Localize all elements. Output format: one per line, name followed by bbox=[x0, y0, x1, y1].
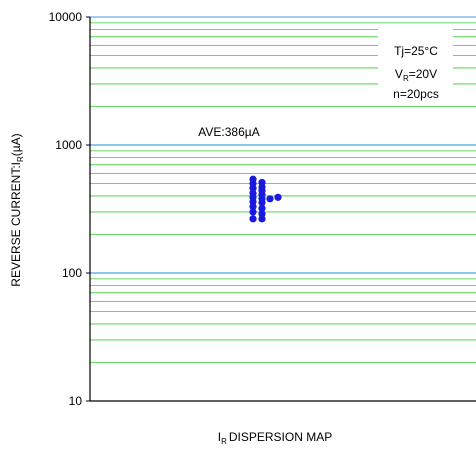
data-point bbox=[258, 198, 266, 207]
data-point bbox=[249, 215, 257, 223]
y-tick-label: 10 bbox=[69, 394, 83, 408]
condition-vr: VR=20V bbox=[395, 67, 437, 83]
y-axis-ticks: 10 100 1000 10000 bbox=[49, 10, 90, 408]
y-tick-label: 100 bbox=[62, 266, 82, 280]
data-point bbox=[258, 215, 266, 223]
condition-tj: Tj=25°C bbox=[394, 44, 438, 58]
average-annotation: AVE:386µA bbox=[198, 125, 259, 139]
data-point bbox=[274, 193, 282, 201]
data-point bbox=[258, 204, 266, 212]
data-point bbox=[258, 210, 266, 218]
data-points bbox=[249, 175, 282, 223]
y-tick-label: 1000 bbox=[55, 138, 82, 152]
x-axis-title: IR DISPERSION MAP bbox=[218, 430, 332, 446]
annotation-bg bbox=[185, 121, 273, 141]
data-point bbox=[249, 184, 257, 192]
data-point bbox=[249, 208, 257, 216]
data-point bbox=[249, 203, 257, 211]
y-tick-label: 10000 bbox=[49, 10, 83, 24]
condition-n: n=20pcs bbox=[393, 87, 439, 101]
data-point bbox=[266, 195, 274, 203]
conditions-box bbox=[378, 28, 453, 103]
y-axis-title: REVERSE CURRENT:IR(µA) bbox=[9, 133, 25, 286]
